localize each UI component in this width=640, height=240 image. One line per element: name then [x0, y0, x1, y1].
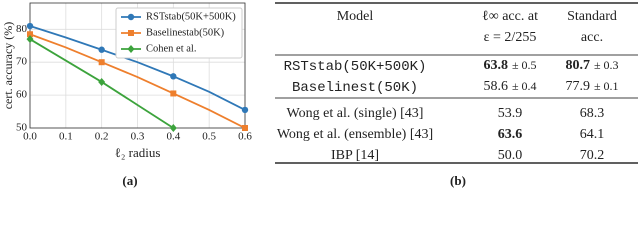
table-cell: 63.8 ± 0.5 — [483, 58, 536, 73]
data-point — [98, 59, 105, 66]
legend-marker — [128, 30, 134, 36]
data-point — [241, 106, 249, 114]
data-point — [26, 35, 34, 44]
table-header: Model — [337, 9, 374, 24]
x-tick-label: 0.1 — [59, 131, 73, 143]
table-header: ℓ∞ acc. at — [482, 9, 538, 24]
legend-marker — [127, 13, 135, 21]
cell-text: 64.1 — [580, 127, 605, 142]
table-header: Standard — [567, 9, 617, 24]
legend-label: RSTstab(50K+500K) — [146, 11, 236, 22]
x-tick-label: 0.5 — [202, 131, 216, 143]
cell-text: IBP [14] — [331, 148, 379, 163]
table-cell: 63.6 — [498, 127, 523, 142]
table-cell: 64.1 — [580, 127, 605, 142]
legend-label: Cohen et al. — [146, 43, 196, 54]
table-cell: 77.9 ± 0.1 — [565, 79, 618, 94]
x-tick-label: 0.3 — [131, 131, 145, 143]
cell-text: 53.9 — [498, 106, 523, 121]
table-cell: Wong et al. (ensemble) [43] — [277, 127, 433, 142]
table-cell: Wong et al. (single) [43] — [287, 106, 424, 121]
table-cell: IBP [14] — [331, 148, 379, 163]
legend-box — [115, 7, 243, 59]
figure: (a) (b) 50 60 70 80 0.0 0.1 0.2 0.3 0.4 0.5 0.6 ℓ₂ … — [1, 2, 638, 188]
cell-text: ± 0.4 — [512, 79, 537, 93]
y-tick-label: 80 — [16, 23, 28, 35]
table-header: acc. — [581, 30, 603, 45]
series-line — [29, 25, 246, 111]
data-point — [169, 124, 177, 132]
cell-text: Wong et al. (single) [43] — [287, 106, 424, 121]
x-tick-label: 0.6 — [238, 131, 252, 143]
axes-frame — [29, 2, 246, 129]
cell-text: ± 0.3 — [594, 58, 619, 72]
x-tick-label: 0.4 — [166, 131, 180, 143]
cell-text: ± 0.5 — [512, 58, 537, 72]
x-tick-label: 0.2 — [95, 131, 109, 143]
cell-text: RSTstab(50K+500K) — [284, 59, 427, 75]
legend-marker — [127, 45, 135, 53]
series-line — [29, 33, 246, 129]
table-cell: 58.6 ± 0.4 — [483, 79, 536, 94]
cell-text: Wong et al. (ensemble) [43] — [277, 127, 433, 142]
table-cell: 80.7 ± 0.3 — [565, 58, 618, 73]
cell-text: 68.3 — [580, 106, 605, 121]
table-cell: 53.9 — [498, 106, 523, 121]
data-point — [242, 125, 248, 131]
cell-text: 50.0 — [498, 148, 523, 163]
data-point — [170, 90, 177, 97]
caption: (b) — [450, 173, 466, 188]
cell-text: 70.2 — [580, 148, 605, 163]
table-header: ε = 2/255 — [484, 30, 537, 45]
data-point — [98, 46, 105, 53]
table-cell: Baselinest(50K) — [292, 80, 418, 96]
cell-text: 77.9 — [565, 79, 590, 94]
data-point — [27, 31, 33, 38]
page: (a) (b) 50 60 70 80 0.0 0.1 0.2 0.3 0.4 0.5 0.6 ℓ₂ … — [0, 2, 638, 188]
y-axis-label: cert. accuracy (%) — [1, 22, 15, 110]
table-cell: 68.3 — [580, 106, 605, 121]
x-axis-label: ℓ₂ radius — [115, 145, 161, 160]
caption: (a) — [122, 173, 137, 188]
x-tick-label: 0.0 — [23, 131, 37, 143]
cell-text: 63.6 — [498, 127, 523, 142]
table-cell: 70.2 — [580, 148, 605, 163]
cell-text: 63.8 — [483, 58, 508, 73]
cell-text: Baselinest(50K) — [292, 80, 418, 96]
y-tick-label: 70 — [16, 56, 28, 68]
cell-text: 80.7 — [565, 58, 590, 73]
cell-text: 58.6 — [483, 79, 508, 94]
data-point — [26, 22, 34, 30]
y-tick-label: 50 — [16, 122, 28, 134]
y-tick-label: 60 — [16, 89, 28, 101]
data-point — [170, 73, 177, 80]
cell-text: ± 0.1 — [594, 79, 619, 93]
table-cell: 50.0 — [498, 148, 523, 163]
legend-label: Baselinestab(50K) — [146, 27, 225, 38]
table-cell: RSTstab(50K+500K) — [284, 59, 427, 75]
data-point — [98, 77, 106, 86]
